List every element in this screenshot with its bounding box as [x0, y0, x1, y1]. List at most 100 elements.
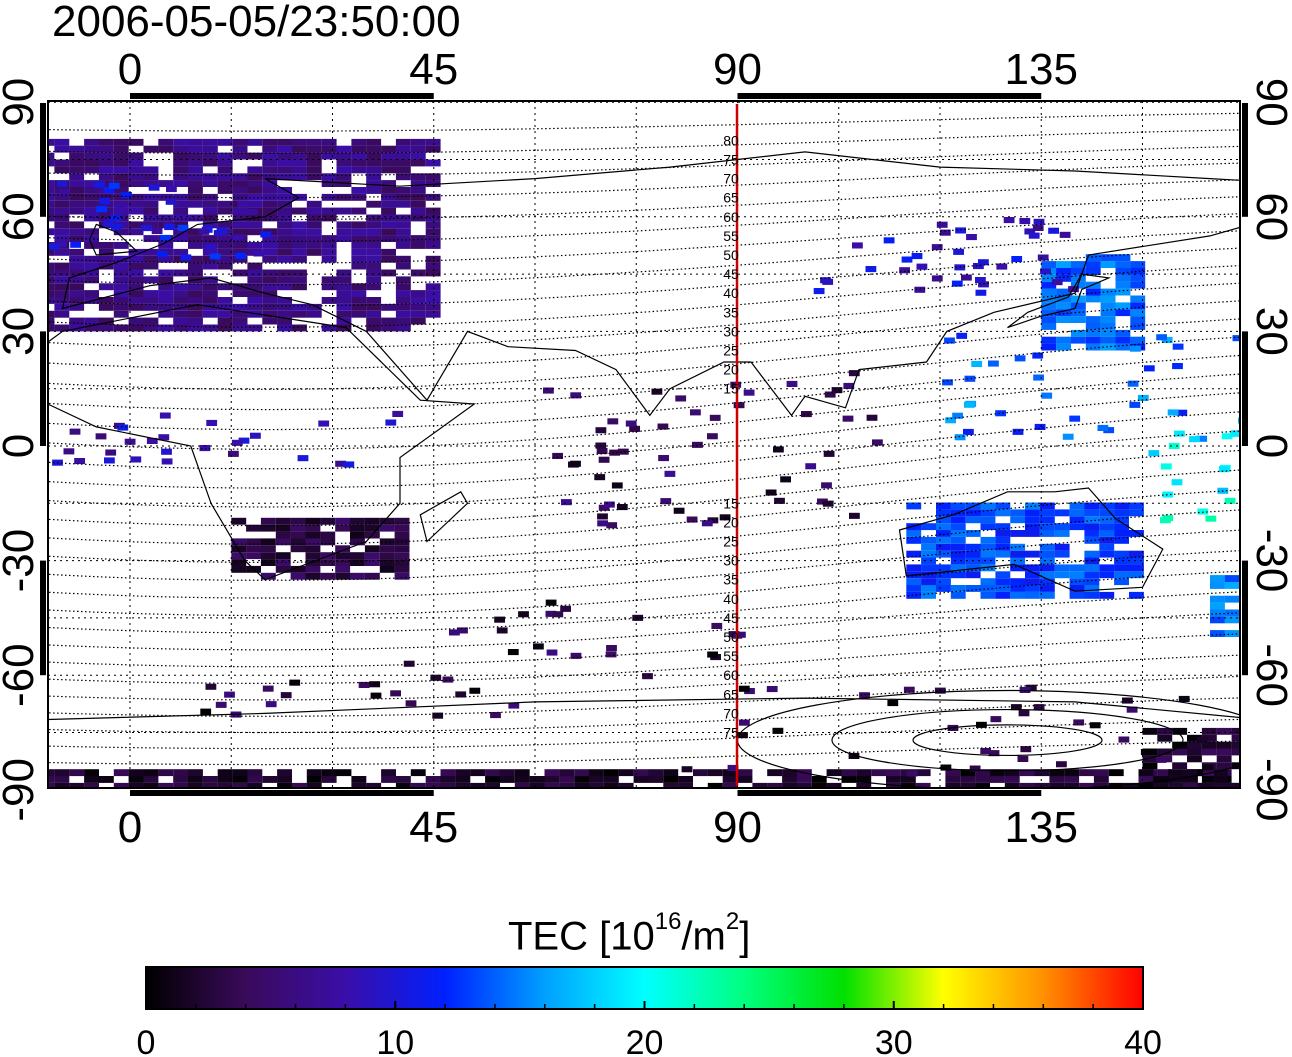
tec-cell: [117, 424, 129, 431]
tec-cell: [906, 502, 922, 510]
tec-cell: [98, 180, 114, 187]
tec-cell: [336, 145, 352, 153]
tec-cell: [148, 184, 160, 191]
tec-cell: [1259, 412, 1274, 419]
tec-cell: [202, 200, 218, 208]
tec-cell: [366, 283, 382, 291]
tec-cell: [1196, 736, 1208, 743]
tec-cell: [262, 290, 278, 297]
tec-cell: [141, 225, 152, 232]
tec-cell: [277, 214, 292, 222]
tec-cell: [0, 139, 10, 146]
tec-cell: [574, 776, 590, 783]
tec-cell: [277, 193, 292, 201]
tec-cell: [546, 649, 558, 656]
tec-cell: [199, 445, 211, 452]
tec-cell: [609, 449, 620, 456]
tec-cell: [410, 145, 426, 153]
tec-cell: [1174, 430, 1185, 437]
tec-cell: [158, 297, 174, 304]
tec-cell: [1246, 728, 1261, 735]
tec-cell: [277, 310, 292, 318]
tec-cell: [10, 249, 25, 256]
tec-cell: [1099, 550, 1115, 558]
tec-cell: [633, 769, 649, 777]
tec-cell: [247, 138, 263, 146]
tec-cell: [204, 244, 216, 251]
tec-cell: [1129, 530, 1144, 537]
tec-cell: [96, 206, 108, 213]
tec-cell: [98, 324, 114, 332]
tec-cell: [394, 545, 410, 553]
tec-cell: [232, 255, 248, 263]
tec-cell: [232, 324, 248, 332]
tec-cell: [143, 776, 159, 783]
tec-cell: [321, 145, 337, 153]
tec-cell: [321, 138, 337, 146]
tec-cell: [1070, 302, 1086, 310]
tec-cell: [336, 235, 352, 242]
tec-cell: [25, 153, 40, 160]
tec-cell: [841, 769, 857, 777]
tec-cell: [336, 166, 352, 174]
tec-cell: [351, 221, 367, 229]
tec-cell: [887, 700, 899, 707]
tec-cell: [98, 776, 114, 783]
tec-cell: [1288, 513, 1292, 520]
tec-cell: [990, 716, 1002, 723]
tec-cell: [1010, 550, 1026, 558]
contour-line: [48, 247, 1240, 307]
tec-cell: [651, 388, 663, 395]
tec-cell: [188, 138, 203, 146]
tec-cell: [658, 455, 669, 462]
tec-cell: [944, 337, 955, 344]
tec-cell: [217, 166, 233, 174]
tec-cell: [950, 550, 966, 558]
tec-cell: [1118, 736, 1130, 743]
tec-cell: [113, 166, 129, 174]
lat-tick-label-right: 30: [1247, 307, 1292, 356]
tec-cell: [980, 591, 996, 599]
tec-cell: [158, 269, 174, 277]
tec-cell: [1010, 557, 1026, 565]
tec-cell: [364, 517, 380, 525]
tec-cell: [237, 201, 249, 208]
tec-cell: [156, 251, 168, 258]
tec-cell: [381, 324, 396, 332]
tec-cell: [232, 187, 248, 194]
tec-cell: [842, 415, 854, 422]
tec-cell: [188, 159, 203, 167]
tec-cell: [0, 153, 10, 160]
tec-cell: [235, 252, 246, 259]
tec-cell: [173, 180, 189, 187]
tec-cell: [978, 281, 989, 288]
tec-cell: [202, 290, 218, 297]
tec-cell: [988, 750, 1000, 757]
tec-cell: [48, 207, 55, 215]
tec-cell: [128, 283, 144, 291]
lat-tick-label-left: 0: [0, 434, 43, 458]
tec-cell: [336, 221, 352, 229]
tec-cell: [1216, 762, 1232, 770]
tec-cell: [350, 552, 365, 560]
tec-cell: [1197, 508, 1209, 515]
tec-cell: [335, 552, 351, 560]
tec-cell: [1138, 769, 1154, 777]
tec-cell: [292, 138, 307, 146]
tec-cell: [292, 173, 307, 181]
tec-cell: [801, 411, 812, 418]
tec-cell: [69, 166, 85, 174]
tec-cell: [617, 448, 629, 455]
tec-cell: [1085, 329, 1101, 337]
tec-cell: [849, 512, 860, 519]
tec-cell: [0, 297, 10, 304]
tec-cell: [16, 463, 27, 469]
tec-cell: [1129, 591, 1144, 599]
tec-cell: [1288, 506, 1292, 513]
tec-cell: [469, 687, 481, 694]
tec-cell: [514, 782, 530, 788]
tec-cell: [10, 242, 25, 249]
tec-cell: [110, 214, 121, 221]
tec-cell: [98, 159, 114, 167]
tec-cell: [1069, 585, 1085, 592]
